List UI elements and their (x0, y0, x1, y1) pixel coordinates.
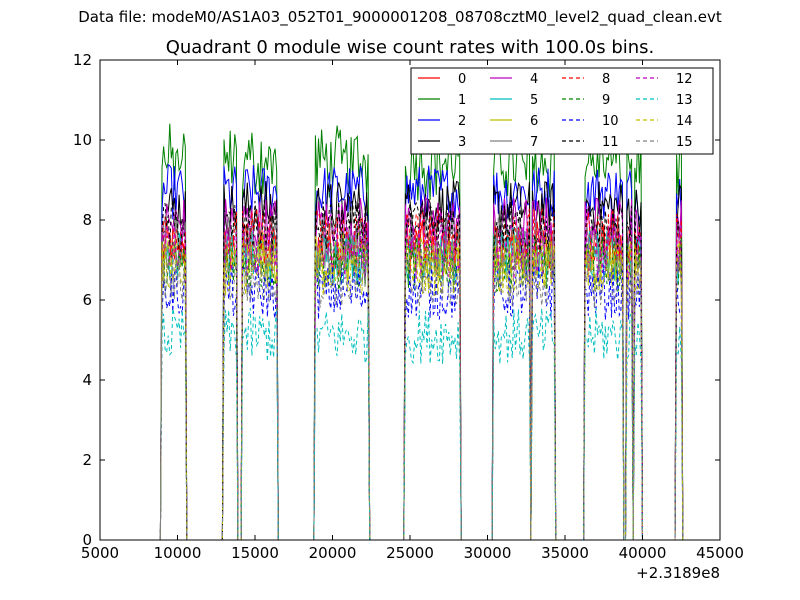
y-tick-label: 8 (82, 211, 92, 229)
y-tick-label: 12 (73, 51, 92, 69)
series-line-8 (159, 208, 685, 541)
series-line-1 (159, 123, 685, 541)
legend-label-12: 12 (676, 72, 693, 87)
legend-label-13: 13 (676, 93, 693, 108)
legend-label-4: 4 (530, 72, 538, 87)
legend-label-10: 10 (602, 114, 619, 129)
legend-label-14: 14 (676, 114, 693, 129)
figure-supertitle: Data file: modeM0/AS1A03_052T01_90000012… (78, 8, 722, 26)
series-line-2 (159, 163, 685, 541)
y-tick-label: 10 (73, 131, 92, 149)
tick-layer: 5000 10000 15000 20000 25000 30000 35000 40000 4… (73, 51, 744, 562)
legend-label-9: 9 (602, 93, 610, 108)
series-line-14 (159, 240, 685, 541)
legend-label-5: 5 (530, 93, 538, 108)
series-line-15 (159, 252, 685, 541)
y-tick-label: 6 (82, 291, 92, 309)
series-layer (159, 123, 685, 541)
legend-label-2: 2 (458, 114, 466, 129)
x-offset-label: +2.3189e8 (636, 564, 720, 582)
legend-label-15: 15 (676, 135, 693, 150)
x-tick-label: 10000 (154, 544, 202, 562)
y-tick-label: 0 (82, 531, 92, 549)
legend-label-3: 3 (458, 135, 466, 150)
series-line-9 (159, 236, 685, 541)
x-tick-label: 5000 (81, 544, 119, 562)
series-line-4 (159, 196, 685, 541)
x-tick-label: 20000 (309, 544, 357, 562)
x-tick-label: 30000 (464, 544, 512, 562)
x-tick-label: 15000 (231, 544, 279, 562)
legend-label-1: 1 (458, 93, 466, 108)
x-tick-label: 45000 (696, 544, 744, 562)
y-tick-label: 4 (82, 371, 92, 389)
x-tick-label: 40000 (619, 544, 667, 562)
legend-frame (410, 67, 714, 155)
chart-title: Quadrant 0 module wise count rates with … (165, 37, 655, 58)
x-tick-label: 35000 (541, 544, 589, 562)
x-tick-label: 25000 (386, 544, 434, 562)
legend-label-11: 11 (602, 135, 619, 150)
y-tick-label: 2 (82, 451, 92, 469)
legend-label-6: 6 (530, 114, 538, 129)
legend-label-7: 7 (530, 135, 538, 150)
legend-label-0: 0 (458, 72, 466, 87)
legend-label-8: 8 (602, 72, 610, 87)
